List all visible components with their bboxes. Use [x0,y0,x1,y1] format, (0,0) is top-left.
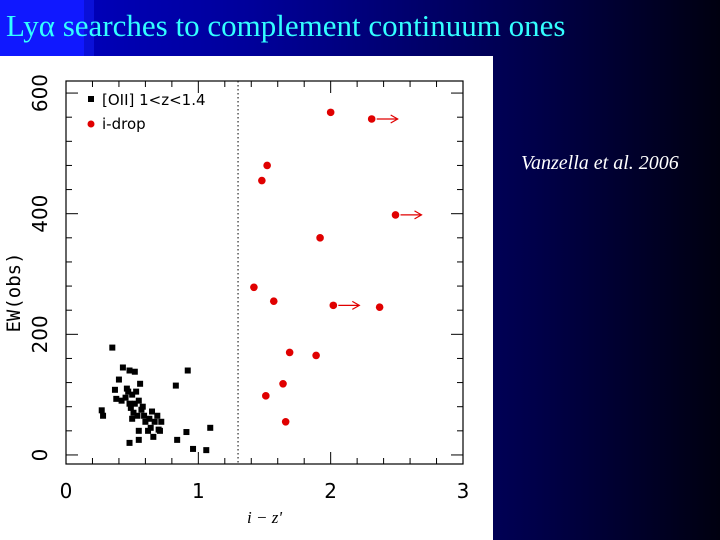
title-accent-edge [84,0,94,56]
oii-point [129,391,136,398]
idrop-point [269,297,278,305]
oii-point [184,367,191,374]
idrop-point [279,379,287,388]
idrop-point [316,234,324,242]
oii-point [98,407,105,414]
oii-point [172,382,179,389]
legend-idrop-marker [87,120,95,128]
oii-point [111,386,118,393]
idrop-point [281,417,290,426]
legend-oii-marker [88,96,94,102]
idrop-point [329,301,338,310]
idrop-point [367,115,376,123]
citation: Vanzella et al. 2006 [521,152,679,174]
oii-point [149,408,156,415]
idrop-point [250,283,258,292]
oii-point [118,397,125,404]
idrop-point [258,176,266,185]
x-tick-label: 3 [457,479,470,503]
oii-point [158,418,165,425]
oii-point [123,385,130,392]
slide-title: Lyα searches to complement continuum one… [6,8,566,44]
plot-panel: 0 1 2 3 0 200 400 600 i − z' EW(obs) [OII] 1<z<1… [0,56,493,540]
title-rest: searches to complement continuum ones [54,8,566,43]
oii-point [131,400,138,407]
idrop-point [262,392,270,400]
data-points [98,108,423,454]
ew-vs-color-scatter-chart: 0 1 2 3 0 200 400 600 i − z' EW(obs) [OII] 1<z<1… [3,74,469,527]
oii-point [137,380,144,387]
oii-point [135,397,142,404]
y-tick-label: 600 [28,74,52,112]
oii-point [141,412,148,419]
oii-point [139,403,146,410]
y-tick-label: 400 [28,195,52,233]
oii-point [109,344,116,351]
y-tick-label: 0 [28,449,52,462]
legend-idrop-label: i-drop [102,115,146,133]
oii-point [126,367,133,374]
x-tick-label: 1 [192,479,205,503]
oii-point [183,429,190,436]
title-ly: Ly [6,8,39,43]
oii-point [113,395,120,402]
oii-point [207,424,214,431]
idrop-point [285,348,294,357]
chart-legend: [OII] 1<z<1.4 i-drop [87,91,206,133]
oii-point [190,445,197,452]
oii-point [142,418,149,425]
x-axis-label: i − z' [247,508,282,527]
oii-point [125,388,132,395]
axis-titles: i − z' EW(obs) [3,252,282,527]
plot-frame [65,80,464,465]
limit-arrow-head [352,300,361,310]
oii-point [133,388,140,395]
oii-point [131,368,138,375]
oii-point [134,412,141,419]
axis-ticks [65,81,464,464]
oii-point [122,394,129,401]
oii-point [127,404,134,411]
oii-point [126,439,133,446]
idrop-point [391,211,400,219]
idrop-point [312,351,320,360]
x-tick-label: 0 [60,479,73,503]
oii-point [129,415,136,422]
oii-point [145,427,152,434]
oii-point [203,447,210,454]
oii-point [130,409,137,416]
oii-point [154,412,161,419]
oii-point [126,400,133,407]
oii-point [138,406,145,413]
idrop-point [375,303,384,311]
idrop-point [263,161,271,170]
oii-point [150,433,157,440]
oii-point [100,412,107,419]
y-tick-label: 200 [28,315,52,353]
y-axis-label: EW(obs) [3,252,25,332]
oii-point [174,436,181,443]
limit-arrow-head [414,210,423,220]
oii-point [156,427,163,434]
plot-border [65,80,464,465]
oii-point [115,376,122,383]
oii-point [151,418,158,425]
oii-point [146,415,153,422]
oii-point [119,364,126,371]
legend-oii-label: [OII] 1<z<1.4 [102,91,206,109]
oii-point [147,424,154,431]
axis-tick-labels: 0 1 2 3 0 200 400 600 [28,74,469,503]
oii-point [135,436,142,443]
x-tick-label: 2 [324,479,337,503]
limit-arrow-head [390,114,399,124]
oii-point [135,427,142,434]
title-alpha: α [38,8,55,43]
idrop-point [326,108,335,117]
title-accent-block [0,0,84,56]
